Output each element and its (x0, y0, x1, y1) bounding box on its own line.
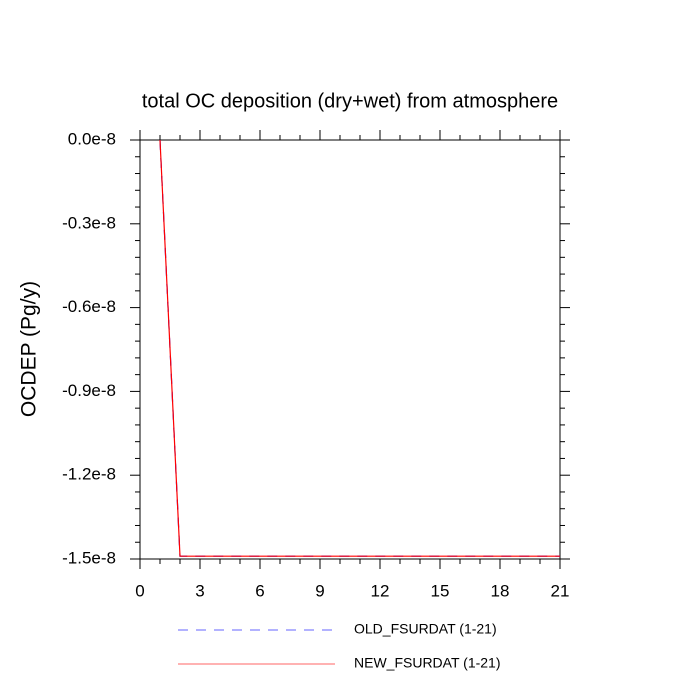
y-tick-label: -1.5e-8 (62, 548, 116, 567)
x-tick-label: 18 (491, 581, 510, 600)
legend-label: OLD_FSURDAT (1-21) (354, 621, 497, 637)
series-line (159, 139, 560, 557)
series-line (159, 139, 560, 557)
y-tick-label: -0.6e-8 (62, 297, 116, 316)
x-tick-label: 0 (135, 581, 144, 600)
x-tick-label: 21 (551, 581, 570, 600)
plot-frame (139, 139, 561, 560)
legend-label: NEW_FSURDAT (1-21) (354, 655, 501, 671)
x-tick-label: 12 (371, 581, 390, 600)
x-tick-label: 3 (195, 581, 204, 600)
y-axis-label: OCDEP (Pg/y) (18, 281, 41, 417)
x-tick-label: 9 (315, 581, 324, 600)
y-tick-label: 0.0e-8 (68, 129, 116, 148)
x-tick-label: 6 (255, 581, 264, 600)
y-tick-label: -0.9e-8 (62, 381, 116, 400)
y-tick-label: -1.2e-8 (62, 465, 116, 484)
chart-title: total OC deposition (dry+wet) from atmos… (142, 90, 558, 112)
y-tick-label: -0.3e-8 (62, 213, 116, 232)
x-tick-label: 15 (431, 581, 450, 600)
